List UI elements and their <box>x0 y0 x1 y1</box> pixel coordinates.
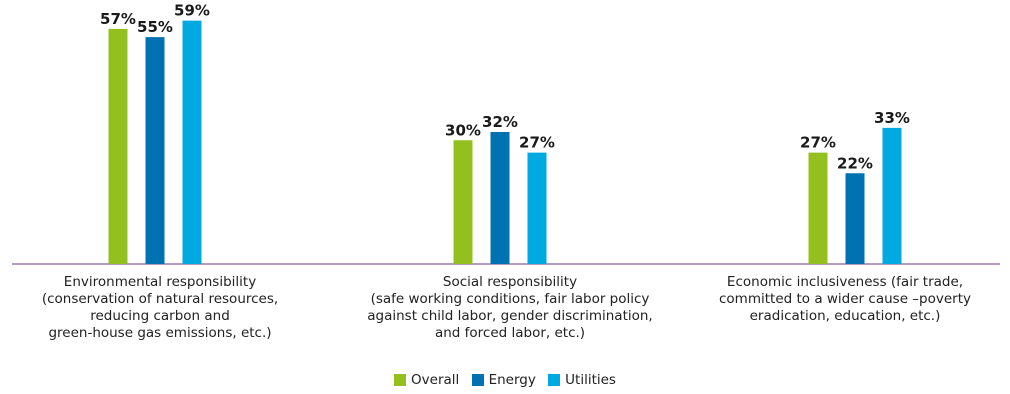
bar-energy-0 <box>145 37 165 264</box>
data-label-energy-2: 22% <box>837 154 873 172</box>
category-label-social: Social responsibility (safe working cond… <box>340 274 680 342</box>
legend-item-overall: Overall <box>394 372 459 388</box>
bar-utilities-1 <box>527 152 547 264</box>
category-label-line: Social responsibility <box>442 274 578 290</box>
bar-overall-1 <box>453 140 473 264</box>
legend-label-overall: Overall <box>411 372 460 388</box>
bar-energy-2 <box>845 173 865 264</box>
category-label-economic: Economic inclusiveness (fair trade, comm… <box>690 274 1000 325</box>
data-label-overall-0: 57% <box>100 10 136 28</box>
category-label-line: (conservation of natural resources, <box>41 291 279 307</box>
category-label-line: (safe working conditions, fair labor pol… <box>370 291 650 307</box>
data-label-overall-2: 27% <box>800 134 836 152</box>
bar-overall-0 <box>108 28 128 264</box>
category-label-environmental: Environmental responsibility (conservati… <box>5 274 315 342</box>
legend-swatch-energy <box>471 374 484 386</box>
bar-overall-2 <box>808 152 828 264</box>
category-label-line: committed to a wider cause –poverty <box>719 291 971 307</box>
category-label-line: green-house gas emissions, etc.) <box>48 325 272 341</box>
bar-utilities-0 <box>182 20 202 264</box>
legend-item-energy: Energy <box>471 372 536 388</box>
legend: Overall Energy Utilities <box>0 372 1010 390</box>
data-label-utilities-2: 33% <box>874 109 910 127</box>
category-label-line: eradication, education, etc.) <box>749 308 941 324</box>
legend-swatch-utilities <box>548 374 561 386</box>
data-label-energy-1: 32% <box>482 113 518 131</box>
data-label-utilities-0: 59% <box>174 2 210 20</box>
bar-energy-1 <box>490 132 510 264</box>
legend-label-energy: Energy <box>488 372 536 388</box>
data-label-overall-1: 30% <box>445 121 481 139</box>
category-label-line: and forced labor, etc.) <box>434 325 586 341</box>
category-label-line: against child labor, gender discriminati… <box>367 308 653 324</box>
legend-swatch-overall <box>394 374 407 386</box>
data-label-energy-0: 55% <box>137 18 173 36</box>
data-label-utilities-1: 27% <box>519 134 555 152</box>
category-label-line: reducing carbon and <box>90 308 230 324</box>
bar-utilities-2 <box>882 127 902 264</box>
category-label-line: Economic inclusiveness (fair trade, <box>726 274 964 290</box>
legend-item-utilities: Utilities <box>548 372 616 388</box>
legend-label-utilities: Utilities <box>565 372 616 388</box>
category-label-line: Environmental responsibility <box>63 274 257 290</box>
